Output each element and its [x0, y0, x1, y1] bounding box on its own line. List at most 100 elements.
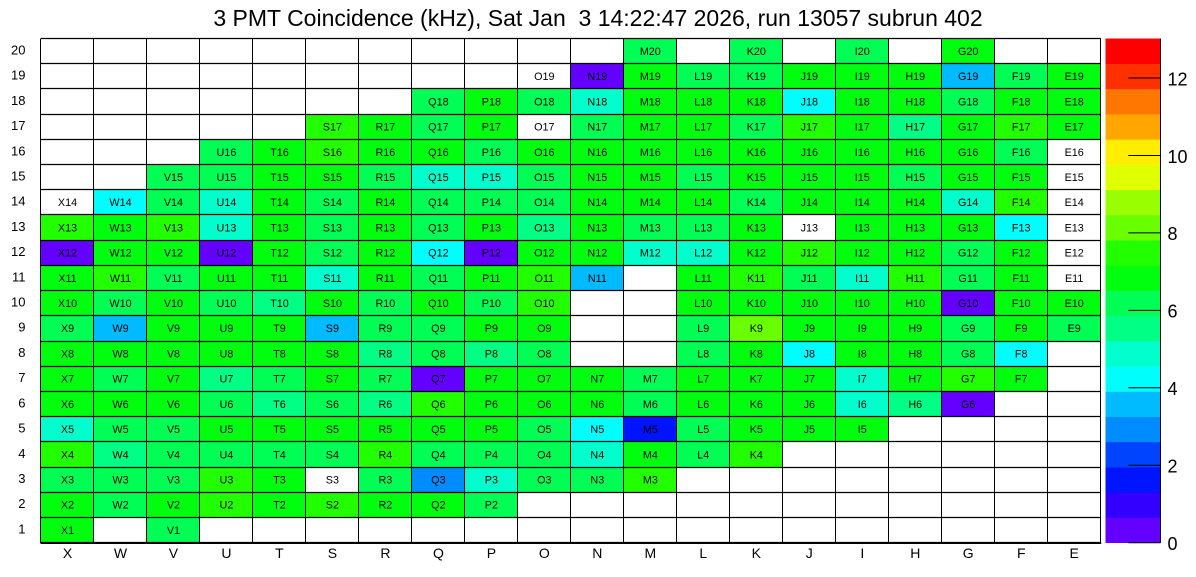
svg-text:P4: P4 [485, 449, 498, 461]
svg-text:U4: U4 [220, 449, 234, 461]
svg-text:X6: X6 [61, 399, 74, 411]
svg-text:G15: G15 [958, 172, 978, 184]
svg-text:I19: I19 [855, 71, 870, 83]
svg-text:R17: R17 [375, 122, 395, 134]
svg-text:R: R [380, 545, 390, 561]
svg-text:F7: F7 [1015, 374, 1028, 386]
svg-text:M19: M19 [640, 71, 661, 83]
svg-text:W13: W13 [109, 222, 131, 234]
svg-text:I6: I6 [858, 399, 867, 411]
svg-text:W11: W11 [110, 273, 131, 285]
svg-text:R2: R2 [378, 500, 392, 512]
svg-text:Q5: Q5 [431, 424, 445, 436]
svg-text:L18: L18 [694, 96, 712, 108]
svg-text:W12: W12 [109, 248, 131, 260]
svg-text:10: 10 [11, 295, 25, 310]
svg-text:L5: L5 [697, 424, 709, 436]
svg-text:O17: O17 [534, 122, 554, 134]
svg-text:M3: M3 [643, 474, 658, 486]
svg-text:P10: P10 [482, 298, 501, 310]
svg-text:8: 8 [18, 345, 25, 360]
svg-text:M7: M7 [643, 374, 658, 386]
svg-text:M15: M15 [640, 172, 661, 184]
svg-text:R4: R4 [378, 449, 392, 461]
svg-text:L17: L17 [694, 122, 712, 134]
svg-text:S5: S5 [326, 424, 339, 436]
svg-text:Q4: Q4 [431, 449, 445, 461]
svg-text:V2: V2 [167, 500, 180, 512]
svg-text:T6: T6 [273, 399, 286, 411]
svg-text:H9: H9 [908, 323, 922, 335]
svg-text:E17: E17 [1065, 122, 1084, 134]
svg-text:N18: N18 [587, 96, 607, 108]
svg-text:N14: N14 [587, 197, 607, 209]
svg-text:V9: V9 [167, 323, 180, 335]
svg-text:E: E [1070, 545, 1079, 561]
svg-text:H19: H19 [905, 71, 925, 83]
svg-text:M16: M16 [640, 147, 661, 159]
svg-text:Q7: Q7 [431, 374, 445, 386]
svg-text:W2: W2 [112, 500, 128, 512]
svg-text:K6: K6 [750, 399, 763, 411]
svg-text:0: 0 [1168, 534, 1178, 554]
svg-text:X7: X7 [61, 374, 74, 386]
svg-text:N5: N5 [590, 424, 604, 436]
svg-text:T15: T15 [270, 172, 289, 184]
svg-text:T14: T14 [270, 197, 289, 209]
svg-text:P15: P15 [482, 172, 501, 184]
svg-text:N17: N17 [587, 122, 607, 134]
svg-text:V4: V4 [167, 449, 180, 461]
svg-text:R10: R10 [375, 298, 395, 310]
svg-text:M17: M17 [640, 122, 661, 134]
svg-text:V1: V1 [167, 525, 180, 537]
svg-text:S12: S12 [323, 248, 342, 260]
svg-text:P13: P13 [482, 222, 501, 234]
svg-text:U12: U12 [217, 248, 237, 260]
svg-text:H12: H12 [905, 248, 925, 260]
svg-text:19: 19 [11, 68, 25, 83]
svg-text:G11: G11 [958, 273, 978, 285]
svg-text:G6: G6 [961, 399, 975, 411]
svg-text:U8: U8 [220, 348, 234, 360]
svg-text:F9: F9 [1015, 323, 1028, 335]
svg-text:O19: O19 [534, 71, 554, 83]
svg-text:X3: X3 [61, 474, 74, 486]
svg-text:S16: S16 [323, 147, 342, 159]
svg-text:K20: K20 [747, 46, 766, 58]
svg-text:F16: F16 [1012, 147, 1031, 159]
svg-text:S15: S15 [323, 172, 342, 184]
svg-text:X1: X1 [61, 525, 74, 537]
svg-text:R5: R5 [378, 424, 392, 436]
svg-text:K8: K8 [750, 348, 763, 360]
svg-text:P9: P9 [485, 323, 498, 335]
svg-text:2: 2 [18, 496, 25, 511]
svg-text:M18: M18 [640, 96, 661, 108]
svg-text:U9: U9 [220, 323, 234, 335]
svg-text:M13: M13 [640, 222, 661, 234]
svg-text:I16: I16 [855, 147, 870, 159]
svg-text:X13: X13 [58, 222, 77, 234]
svg-text:7: 7 [18, 370, 25, 385]
svg-text:F8: F8 [1015, 348, 1028, 360]
svg-text:20: 20 [11, 42, 25, 57]
svg-text:J19: J19 [801, 71, 818, 83]
svg-text:T9: T9 [273, 323, 286, 335]
svg-text:Q6: Q6 [431, 399, 445, 411]
svg-text:O10: O10 [534, 298, 554, 310]
svg-text:K10: K10 [747, 298, 766, 310]
svg-text:W14: W14 [109, 197, 131, 209]
svg-text:Q: Q [433, 545, 444, 561]
svg-text:M12: M12 [640, 248, 661, 260]
svg-text:E9: E9 [1068, 323, 1081, 335]
svg-text:V7: V7 [167, 374, 180, 386]
svg-text:1: 1 [18, 521, 25, 536]
svg-text:I10: I10 [855, 298, 870, 310]
svg-text:4: 4 [18, 446, 25, 461]
svg-text:J6: J6 [804, 399, 815, 411]
svg-text:K5: K5 [750, 424, 763, 436]
svg-text:G: G [963, 545, 974, 561]
svg-text:K: K [752, 545, 762, 561]
svg-text:I11: I11 [855, 273, 869, 285]
svg-text:G19: G19 [958, 71, 978, 83]
svg-text:R6: R6 [378, 399, 392, 411]
